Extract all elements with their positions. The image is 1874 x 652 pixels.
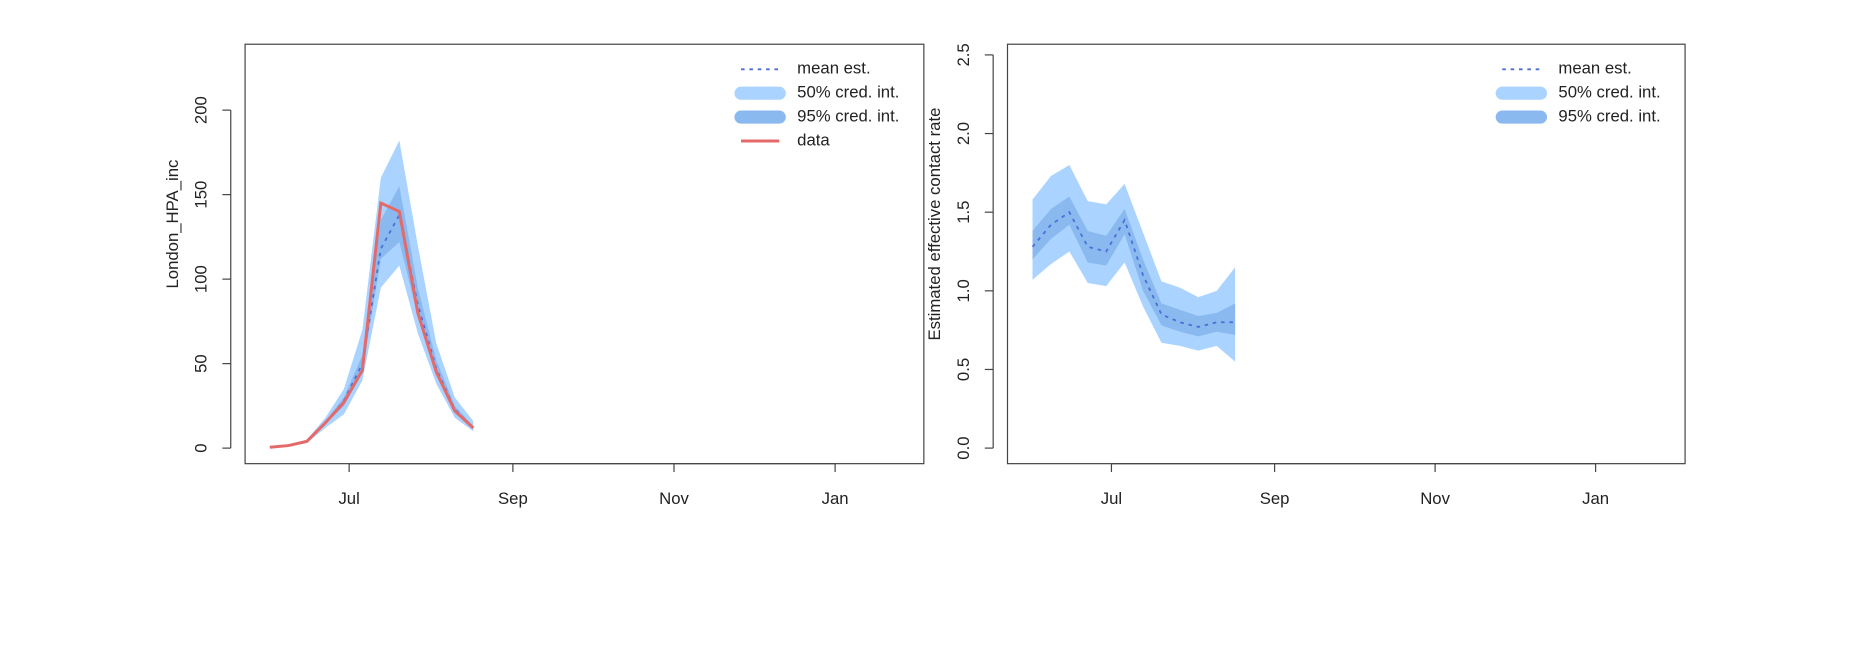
legend-label: 50% cred. int. <box>797 83 899 102</box>
x-tick-label: Jan <box>822 489 849 508</box>
y-axis-label: Estimated effective contact rate <box>925 108 944 341</box>
y-tick-label: 1.5 <box>954 201 973 224</box>
cred-band <box>1032 196 1236 337</box>
x-tick-label: Jul <box>1101 489 1122 508</box>
y-tick-label: 0.0 <box>954 436 973 459</box>
y-tick-label: 50 <box>191 354 210 373</box>
legend-label: 95% cred. int. <box>797 107 899 126</box>
y-tick-label: 150 <box>191 181 210 209</box>
y-tick-label: 2.0 <box>954 122 973 145</box>
x-tick-label: Sep <box>498 489 528 508</box>
x-tick-label: Nov <box>659 489 689 508</box>
legend-label: mean est. <box>1558 59 1631 78</box>
x-tick-label: Sep <box>1260 489 1290 508</box>
y-tick-label: 0 <box>191 443 210 452</box>
legend-label: 50% cred. int. <box>1558 83 1660 102</box>
plot: 0.0 0.5 1.0 1.5 2.0 2.5 Jul Sep Nov Jan Estimated … <box>925 43 1686 508</box>
y-tick-label: 200 <box>191 96 210 124</box>
y-axis-label: London_HPA_inc <box>163 160 182 289</box>
data-line <box>269 200 475 449</box>
legend-label: mean est. <box>797 59 870 78</box>
plot-frame <box>1006 43 1686 465</box>
legend-label: 95% cred. int. <box>1558 107 1660 126</box>
y-tick-label: 0.5 <box>954 358 973 381</box>
legend-label: data <box>797 130 830 149</box>
x-tick-label: Jan <box>1582 489 1609 508</box>
y-tick-label: 2.5 <box>954 43 973 66</box>
y-tick-label: 100 <box>191 265 210 293</box>
y-tick-label: 1.0 <box>954 279 973 302</box>
plot-frame <box>244 43 925 465</box>
x-tick-label: Nov <box>1420 489 1450 508</box>
plot: 0 50 100 150 200 Jul Sep Nov Jan London_HPA_inc me… <box>163 43 925 508</box>
x-tick-label: Jul <box>338 489 359 508</box>
